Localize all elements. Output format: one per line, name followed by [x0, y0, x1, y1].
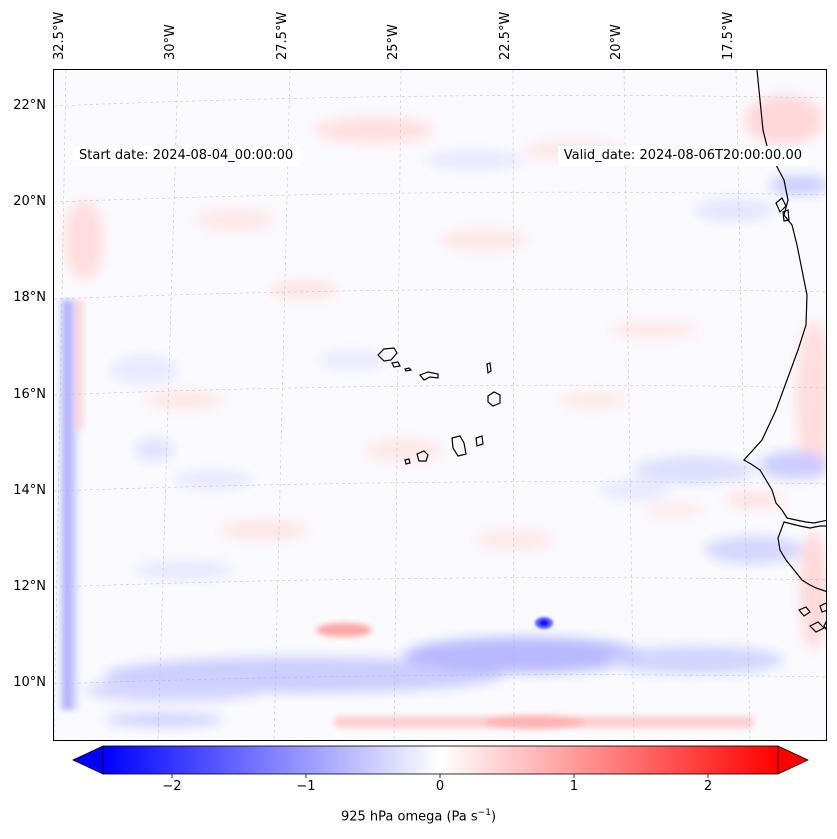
island-sao-vicente [392, 362, 400, 367]
lat-label-10n: 10°N [2, 675, 46, 690]
colorbar-tick-1: 1 [554, 779, 594, 794]
lat-label-20n: 20°N [2, 194, 46, 209]
colorbar-tick-minus1: −1 [286, 779, 326, 794]
colorbar-tick-0: 0 [420, 779, 460, 794]
lat-label-22n: 22°N [2, 98, 46, 113]
lon-label-22-5w: 22.5°W [498, 12, 513, 60]
lat-label-14n: 14°N [2, 483, 46, 498]
strong-ascent-spot [535, 617, 553, 629]
colorbar [0, 740, 837, 780]
colorbar-label: 925 hPa omega (Pa s−1) [0, 808, 837, 824]
lon-label-25w: 25°W [386, 24, 401, 60]
colorbar-tick-2: 2 [688, 779, 728, 794]
lon-label-27-5w: 27.5°W [275, 12, 290, 60]
western-boundary-band [58, 300, 84, 710]
southern-blue-band [84, 637, 784, 726]
lon-label-30w: 30°W [163, 24, 178, 60]
island-santa-luzia [405, 368, 411, 371]
colorbar-tick-minus2: −2 [152, 779, 192, 794]
lon-label-17-5w: 17.5°W [721, 12, 736, 60]
field-patches [64, 95, 827, 650]
colorbar-over-arrow [778, 746, 808, 774]
lon-label-32-5w: 32.5°W [52, 12, 67, 60]
lat-label-12n: 12°N [2, 579, 46, 594]
coastline-cap-vert [776, 198, 786, 212]
colorbar-under-arrow [73, 746, 103, 774]
lat-label-18n: 18°N [2, 290, 46, 305]
island-santiago [452, 436, 466, 456]
map-panel: Start date: 2024-08-04_00:00:00 Valid_da… [53, 69, 827, 741]
island-sao-nicolau [420, 372, 438, 380]
valid-date-label: Valid_date: 2024-08-06T20:00:00.00 [558, 146, 808, 166]
island-sal [487, 363, 491, 373]
lat-label-16n: 16°N [2, 387, 46, 402]
lon-label-20w: 20°W [609, 24, 624, 60]
island-boa-vista [488, 392, 500, 406]
colorbar-gradient [103, 746, 778, 774]
island-maio [476, 436, 483, 446]
omega-field-map [54, 70, 827, 741]
start-date-label: Start date: 2024-08-04_00:00:00 [73, 146, 299, 166]
